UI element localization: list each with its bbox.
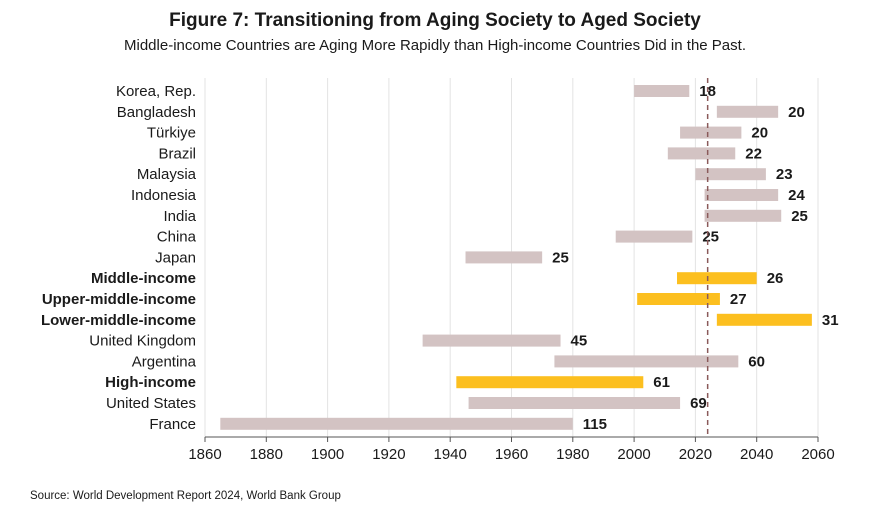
chart-subtitle: Middle-income Countries are Aging More R… [124,37,746,54]
x-tick-label: 1920 [372,446,405,463]
row-label: Indonesia [131,187,197,204]
x-tick-label: 1960 [495,446,528,463]
bar-2 [680,126,742,139]
value-label: 25 [791,208,808,225]
x-tick-label: 1860 [188,446,221,463]
x-tick-label: 1900 [311,446,344,463]
value-label: 25 [552,249,569,266]
row-label: United States [106,395,196,412]
bar-13 [554,355,739,368]
x-tick-label: 1940 [434,446,467,463]
row-label: Brazil [158,145,196,162]
value-label: 115 [583,416,607,433]
row-label: Japan [155,249,196,266]
value-label: 24 [788,187,805,204]
x-tick-label: 2000 [617,446,650,463]
row-label: Middle-income [91,270,196,287]
row-label: United Kingdom [89,333,196,350]
x-tick-label: 2060 [801,446,834,463]
bar-12 [422,334,561,347]
row-label: Lower-middle-income [41,312,196,329]
value-label: 45 [571,333,588,350]
x-tick-label: 2040 [740,446,773,463]
value-label: 22 [745,145,762,162]
bar-6 [704,209,782,222]
chart-title: Figure 7: Transitioning from Aging Socie… [169,10,701,31]
bar-1 [716,105,779,118]
row-label: China [157,229,197,246]
row-label: Bangladesh [117,104,196,121]
bar-3 [667,147,736,160]
bar-10 [637,293,720,305]
row-label: Türkiye [147,125,196,142]
bar-16 [220,417,573,430]
bar-5 [704,189,779,201]
value-label: 61 [653,374,670,391]
x-tick-label: 1980 [556,446,589,463]
bar-8 [465,251,543,264]
bar-4 [695,168,766,181]
value-label: 27 [730,291,747,308]
row-label: High-income [105,374,196,391]
value-label: 26 [767,270,784,287]
row-label: France [149,416,196,433]
bar-9 [677,272,757,285]
value-label: 60 [748,353,765,370]
row-label: Korea, Rep. [116,83,196,100]
row-label: Malaysia [137,166,197,183]
bar-14 [456,376,644,389]
row-label: India [163,208,196,225]
row-label: Upper-middle-income [42,291,196,308]
value-label: 69 [690,395,707,412]
bar-7 [615,230,693,243]
bar-11 [716,313,812,326]
value-label: 31 [822,312,839,329]
value-label: 25 [702,229,719,246]
x-tick-label: 2020 [679,446,712,463]
bar-15 [468,397,681,409]
value-label: 23 [776,166,793,183]
source-note: Source: World Development Report 2024, W… [30,490,341,502]
x-tick-label: 1880 [250,446,283,463]
value-label: 20 [751,125,768,142]
row-label: Argentina [132,353,197,370]
value-label: 20 [788,104,805,121]
bar-0 [634,85,690,97]
